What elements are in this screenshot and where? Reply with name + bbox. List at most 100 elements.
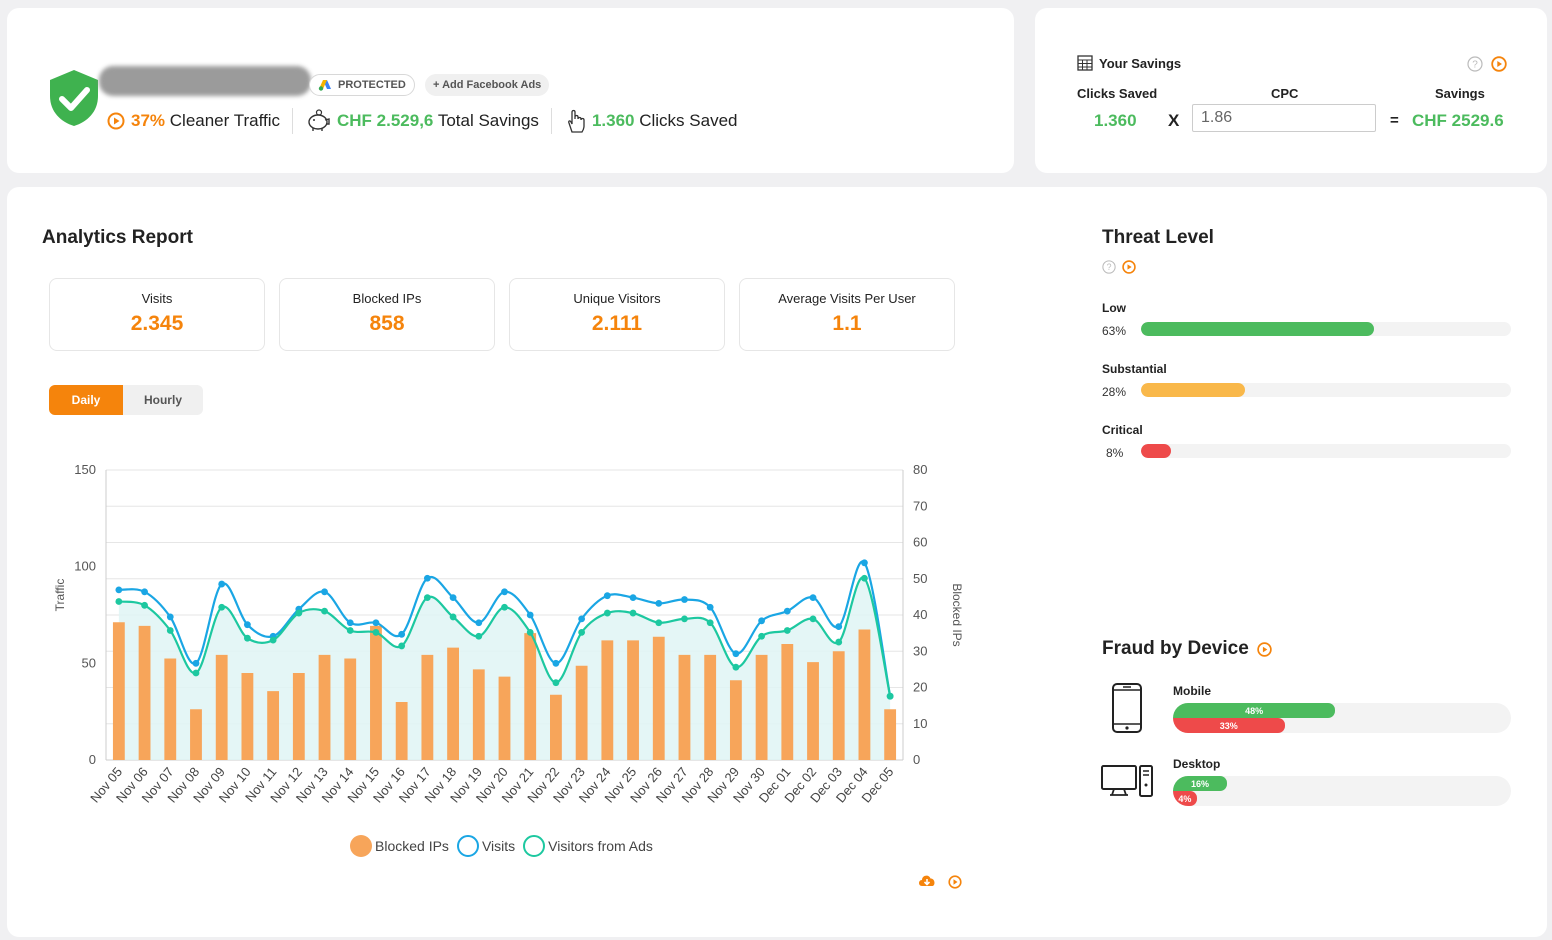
legend-swatch	[350, 835, 372, 857]
bar-blocked-ips	[601, 640, 614, 760]
tab-hourly[interactable]: Hourly	[123, 385, 203, 415]
add-facebook-ads-button[interactable]: + Add Facebook Ads	[425, 74, 550, 96]
threat-low-bar	[1141, 322, 1511, 336]
bar-blocked-ips	[575, 665, 588, 760]
point-visitors-from-ads	[835, 638, 843, 646]
point-visits	[166, 613, 174, 621]
legend-blocked-ips[interactable]: Blocked IPs	[350, 835, 449, 857]
bar-blocked-ips	[241, 673, 254, 760]
bar-blocked-ips	[781, 644, 794, 760]
device-mobile-bar: 48% 33%	[1173, 703, 1511, 733]
threat-substantial-fill	[1141, 383, 1245, 397]
play-circle-icon[interactable]	[948, 875, 962, 889]
point-visits	[192, 659, 200, 667]
total-savings-label: Total Savings	[437, 111, 539, 130]
savings-calc-value: CHF 2529.6	[1412, 111, 1504, 130]
legend-visitors-from-ads[interactable]: Visitors from Ads	[523, 835, 653, 857]
legend-label: Visits	[481, 838, 516, 854]
legend-visits[interactable]: Visits	[456, 835, 516, 857]
help-icon[interactable]: ?	[1467, 56, 1483, 72]
point-visitors-from-ads	[475, 632, 483, 640]
point-visits	[681, 596, 688, 603]
play-circle-icon[interactable]	[1122, 260, 1136, 274]
play-circle-icon[interactable]	[107, 112, 125, 130]
point-visitors-from-ads	[141, 601, 148, 609]
threat-help-icons: ?	[1102, 260, 1136, 274]
cloud-download-icon[interactable]	[917, 872, 937, 890]
point-visits	[475, 619, 483, 627]
kpi-label: Blocked IPs	[352, 291, 422, 306]
point-visitors-from-ads	[423, 594, 431, 601]
kpi-unique-visitors: Unique Visitors 2.111	[509, 278, 725, 351]
divider	[292, 108, 293, 134]
y2-tick-label: 20	[913, 680, 927, 695]
threat-critical-bar	[1141, 444, 1511, 458]
kpi-label: Visits	[141, 291, 173, 306]
mobile-phone-icon	[1112, 683, 1142, 733]
threat-low-label: Low	[1102, 301, 1126, 315]
point-visits	[218, 580, 226, 588]
point-visitors-from-ads	[706, 619, 714, 627]
point-visitors-from-ads	[732, 663, 740, 671]
desktop-computer-icon	[1101, 765, 1153, 797]
bar-blocked-ips	[472, 669, 485, 760]
point-visits	[423, 574, 431, 582]
fraud-by-device-label: Fraud by Device	[1102, 638, 1249, 659]
play-circle-icon[interactable]	[1491, 56, 1507, 72]
play-circle-icon[interactable]	[1257, 641, 1272, 657]
y2-tick-label: 30	[913, 643, 927, 658]
bar-blocked-ips	[395, 702, 408, 760]
point-visits	[758, 617, 765, 625]
cleaner-traffic-label: Cleaner Traffic	[169, 111, 280, 130]
point-visits	[783, 607, 791, 615]
kpi-average-visits: Average Visits Per User 1.1	[739, 278, 955, 351]
point-visitors-from-ads	[526, 629, 534, 636]
point-visits	[629, 594, 637, 601]
point-visits	[552, 659, 560, 667]
threat-level-title: Threat Level	[1102, 227, 1214, 248]
threat-substantial-bar	[1141, 383, 1511, 397]
your-savings-card: Your Savings ? Clicks Saved CPC Savings …	[1035, 8, 1547, 173]
bar-blocked-ips	[524, 633, 537, 760]
bar-blocked-ips	[447, 647, 459, 760]
bar-blocked-ips	[138, 625, 151, 760]
chart-legend: Blocked IPs Visits Visitors from Ads	[350, 835, 657, 857]
kpi-value: 2.345	[130, 312, 184, 335]
point-visitors-from-ads	[809, 615, 817, 623]
google-ads-icon	[318, 80, 331, 91]
y-tick-label: 150	[74, 462, 96, 477]
bar-blocked-ips	[652, 636, 665, 760]
y2-tick-label: 10	[913, 716, 927, 731]
point-visits	[732, 650, 740, 658]
analytics-report-title: Analytics Report	[42, 227, 193, 248]
savings-help-icons: ?	[1467, 56, 1507, 72]
point-visits	[449, 594, 457, 601]
y2-tick-label: 40	[913, 607, 927, 622]
cleaner-traffic-stat: 37% Cleaner Traffic	[107, 111, 280, 131]
kpi-visits: Visits 2.345	[49, 278, 265, 351]
point-visitors-from-ads	[346, 627, 354, 634]
threat-critical-fill	[1141, 444, 1171, 458]
point-visitors-from-ads	[218, 603, 226, 611]
point-visits	[526, 611, 534, 619]
y2-axis-title: Blocked IPs	[950, 583, 964, 646]
tab-daily[interactable]: Daily	[49, 385, 123, 415]
protection-summary-card: PROTECTED + Add Facebook Ads 37% Cleaner…	[7, 8, 1014, 173]
account-name-redacted	[99, 66, 311, 96]
clicks-saved-stat: 1.360 Clicks Saved	[564, 108, 737, 134]
bar-blocked-ips	[292, 673, 305, 760]
y-tick-label: 0	[89, 752, 96, 767]
analytics-card: Analytics Report Visits 2.345 Blocked IP…	[7, 187, 1547, 937]
point-visitors-from-ads	[321, 607, 328, 615]
y-tick-label: 100	[74, 559, 96, 574]
kpi-label: Average Visits Per User	[778, 291, 916, 306]
cleaner-traffic-value: 37%	[131, 111, 166, 130]
point-visitors-from-ads	[269, 636, 277, 644]
help-icon[interactable]: ?	[1102, 260, 1116, 274]
equals-sign: =	[1390, 112, 1399, 129]
bar-blocked-ips	[164, 658, 177, 760]
cpc-input[interactable]	[1192, 104, 1376, 132]
y-tick-label: 50	[82, 655, 96, 670]
svg-text:?: ?	[1107, 262, 1112, 272]
bar-blocked-ips	[678, 654, 691, 760]
